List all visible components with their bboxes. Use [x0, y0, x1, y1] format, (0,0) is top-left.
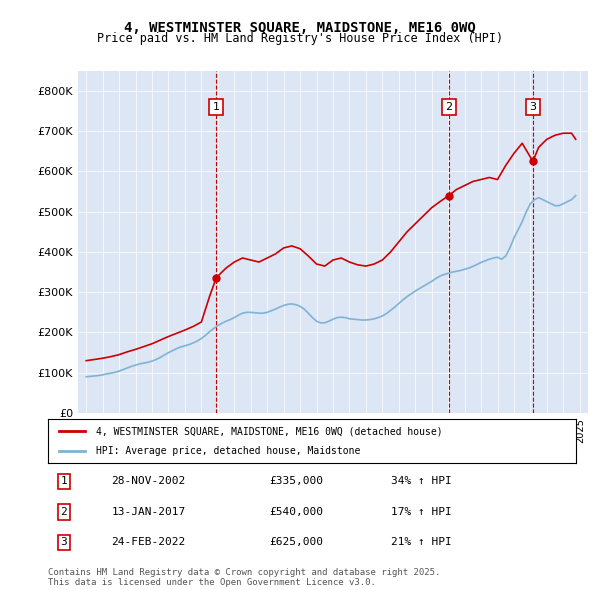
Text: 1: 1	[61, 476, 67, 486]
Text: 28-NOV-2002: 28-NOV-2002	[112, 476, 185, 486]
Text: 17% ↑ HPI: 17% ↑ HPI	[391, 507, 452, 517]
Text: 24-FEB-2022: 24-FEB-2022	[112, 537, 185, 548]
Text: 4, WESTMINSTER SQUARE, MAIDSTONE, ME16 0WQ: 4, WESTMINSTER SQUARE, MAIDSTONE, ME16 0…	[124, 21, 476, 35]
Text: 3: 3	[529, 102, 536, 112]
Text: Contains HM Land Registry data © Crown copyright and database right 2025.
This d: Contains HM Land Registry data © Crown c…	[48, 568, 440, 587]
Text: 2: 2	[61, 507, 67, 517]
Text: 13-JAN-2017: 13-JAN-2017	[112, 507, 185, 517]
Text: 3: 3	[61, 537, 67, 548]
Text: £625,000: £625,000	[270, 537, 324, 548]
Text: Price paid vs. HM Land Registry's House Price Index (HPI): Price paid vs. HM Land Registry's House …	[97, 32, 503, 45]
Text: £335,000: £335,000	[270, 476, 324, 486]
Text: 1: 1	[212, 102, 220, 112]
Text: HPI: Average price, detached house, Maidstone: HPI: Average price, detached house, Maid…	[95, 446, 360, 455]
Text: 21% ↑ HPI: 21% ↑ HPI	[391, 537, 452, 548]
Text: 2: 2	[445, 102, 452, 112]
Text: £540,000: £540,000	[270, 507, 324, 517]
Text: 4, WESTMINSTER SQUARE, MAIDSTONE, ME16 0WQ (detached house): 4, WESTMINSTER SQUARE, MAIDSTONE, ME16 0…	[95, 427, 442, 436]
Text: 34% ↑ HPI: 34% ↑ HPI	[391, 476, 452, 486]
